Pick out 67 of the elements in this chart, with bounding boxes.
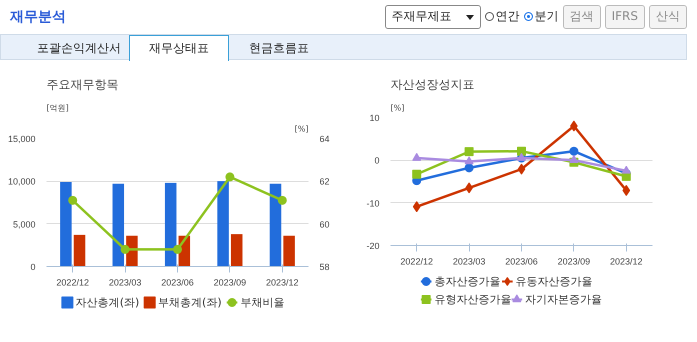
- x-tick-label: 2023/12: [266, 278, 299, 288]
- legend-label: 유형자산증가율: [434, 293, 512, 306]
- point: [412, 170, 422, 179]
- y2-tick-label: 58: [320, 262, 330, 272]
- point: [622, 166, 631, 174]
- x-tick-label: 2023/09: [558, 256, 590, 266]
- bar: [217, 181, 229, 266]
- legend-label: 자기자본증가율: [525, 293, 602, 306]
- x-tick-label: 2023/03: [108, 278, 142, 288]
- point: [517, 146, 526, 156]
- point: [120, 244, 130, 254]
- y-tick-label: 10: [369, 113, 380, 123]
- bar: [74, 234, 86, 266]
- point: [622, 184, 630, 196]
- chart-title: 주요재무항목: [46, 78, 118, 92]
- legend-label: 총자산증가율: [434, 275, 501, 288]
- x-tick-label: 2023/12: [610, 256, 643, 266]
- y-tick-label: 0: [30, 262, 36, 272]
- point: [569, 155, 578, 163]
- point: [464, 147, 474, 156]
- y2-tick-label: 62: [320, 176, 330, 187]
- chart-title: 자산성장성지표: [390, 78, 474, 92]
- y-tick-label: 15,000: [8, 134, 36, 144]
- point: [173, 244, 182, 254]
- x-tick-label: 2023/09: [214, 278, 246, 288]
- y-tick-label: 5,000: [12, 219, 36, 230]
- x-tick-label: 2022/12: [56, 278, 89, 288]
- y-tick-label: -10: [366, 198, 380, 208]
- text: 현금흐름표: [248, 40, 310, 57]
- bar: [283, 236, 295, 266]
- y-axis-title: [억원]: [46, 104, 69, 112]
- legend-label: 부채총계(좌): [158, 296, 222, 309]
- text: 주재무제표: [384, 5, 481, 29]
- y-axis-title: [%]: [390, 104, 404, 112]
- point: [464, 156, 474, 164]
- point: [68, 196, 78, 205]
- point: [412, 201, 421, 212]
- y-tick-label: 10,000: [8, 176, 36, 187]
- y-tick-label: -20: [366, 241, 380, 251]
- x-tick-label: 2022/12: [400, 256, 433, 266]
- legend-label: 자산총계(좌): [76, 296, 140, 309]
- bar: [164, 182, 176, 266]
- text: 검색: [562, 5, 601, 29]
- text: IFRS: [604, 5, 645, 29]
- text: 재무분석: [8, 8, 66, 27]
- text: 포괄손익계산서: [36, 40, 122, 57]
- text: 산식: [649, 5, 687, 29]
- y2-tick-label: 64: [320, 134, 330, 144]
- point: [225, 172, 234, 182]
- bar: [112, 184, 124, 266]
- x-tick-label: 2023/06: [161, 278, 194, 288]
- x-tick-label: 2023/06: [505, 256, 538, 266]
- bar: [270, 184, 282, 266]
- y2-axis-title: [%]: [294, 124, 308, 134]
- bar: [230, 234, 242, 266]
- point: [412, 152, 422, 161]
- text: 연간: [494, 9, 520, 24]
- legend-label: 유동자산증가율: [516, 275, 593, 288]
- legend-label: 부채비율: [240, 296, 284, 309]
- point: [569, 146, 578, 156]
- y2-tick-label: 60: [320, 219, 330, 230]
- x-tick-label: 2023/03: [452, 256, 486, 266]
- point: [464, 163, 474, 172]
- point: [278, 196, 287, 205]
- y-tick-label: 0: [374, 156, 380, 166]
- bar: [60, 182, 72, 266]
- text: 분기: [534, 9, 559, 24]
